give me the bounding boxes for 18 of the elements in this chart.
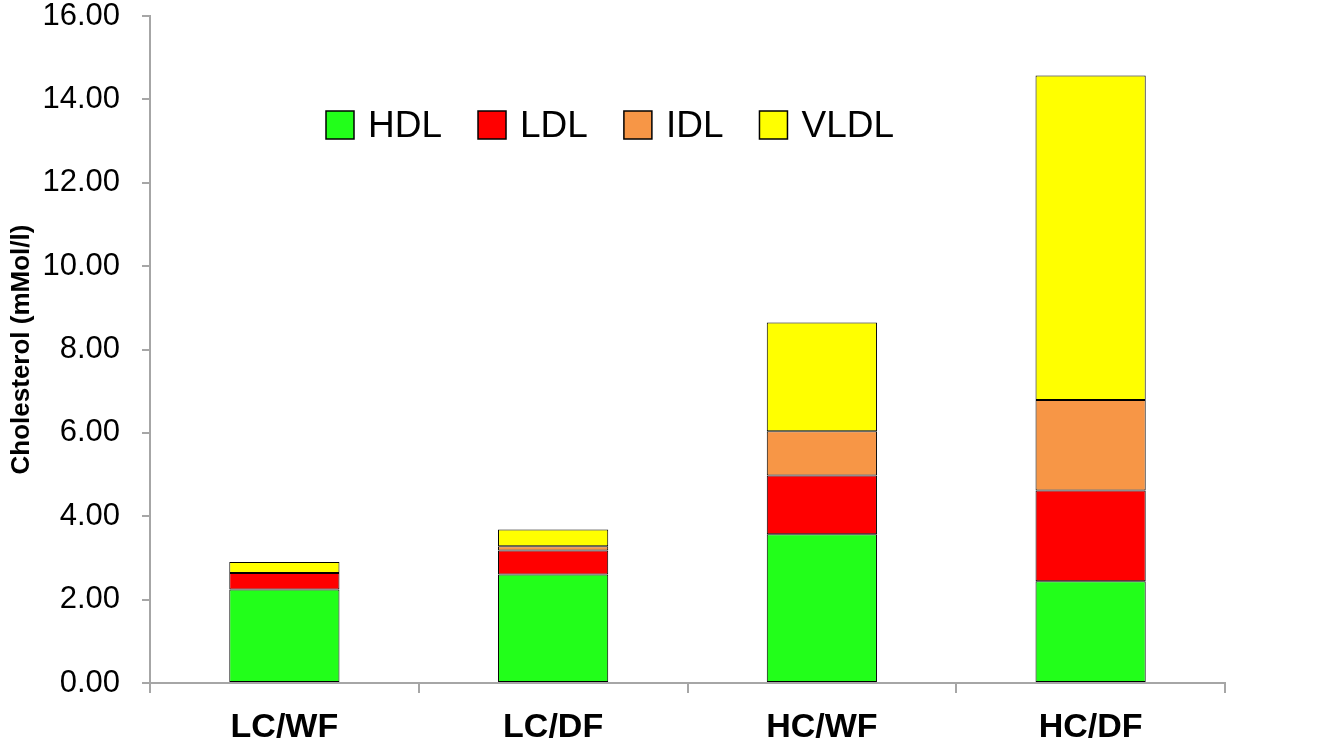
x-tick-label: LC/DF [503, 705, 604, 744]
y-tick-label: 2.00 [59, 580, 120, 616]
legend-label: IDL [665, 104, 724, 146]
x-tick-label: LC/WF [230, 705, 339, 744]
y-tick-label: 4.00 [59, 496, 120, 532]
y-tick-label: 8.00 [59, 330, 120, 366]
y-tick-label: 6.00 [59, 413, 120, 449]
y-tick-label: 12.00 [42, 163, 120, 199]
x-tick-label: HC/WF [766, 705, 878, 744]
x-tick-label: HC/DF [1038, 705, 1143, 744]
y-tick-label: 16.00 [42, 0, 120, 32]
legend-label: LDL [520, 104, 588, 146]
legend-label: HDL [368, 104, 443, 146]
y-axis-title: Cholesterol (mMol/l) [4, 224, 35, 475]
y-tick-label: 0.00 [59, 663, 120, 699]
y-tick-label: 10.00 [42, 246, 120, 282]
y-tick-label: 14.00 [42, 79, 120, 115]
legend-label: VLDL [801, 104, 895, 146]
